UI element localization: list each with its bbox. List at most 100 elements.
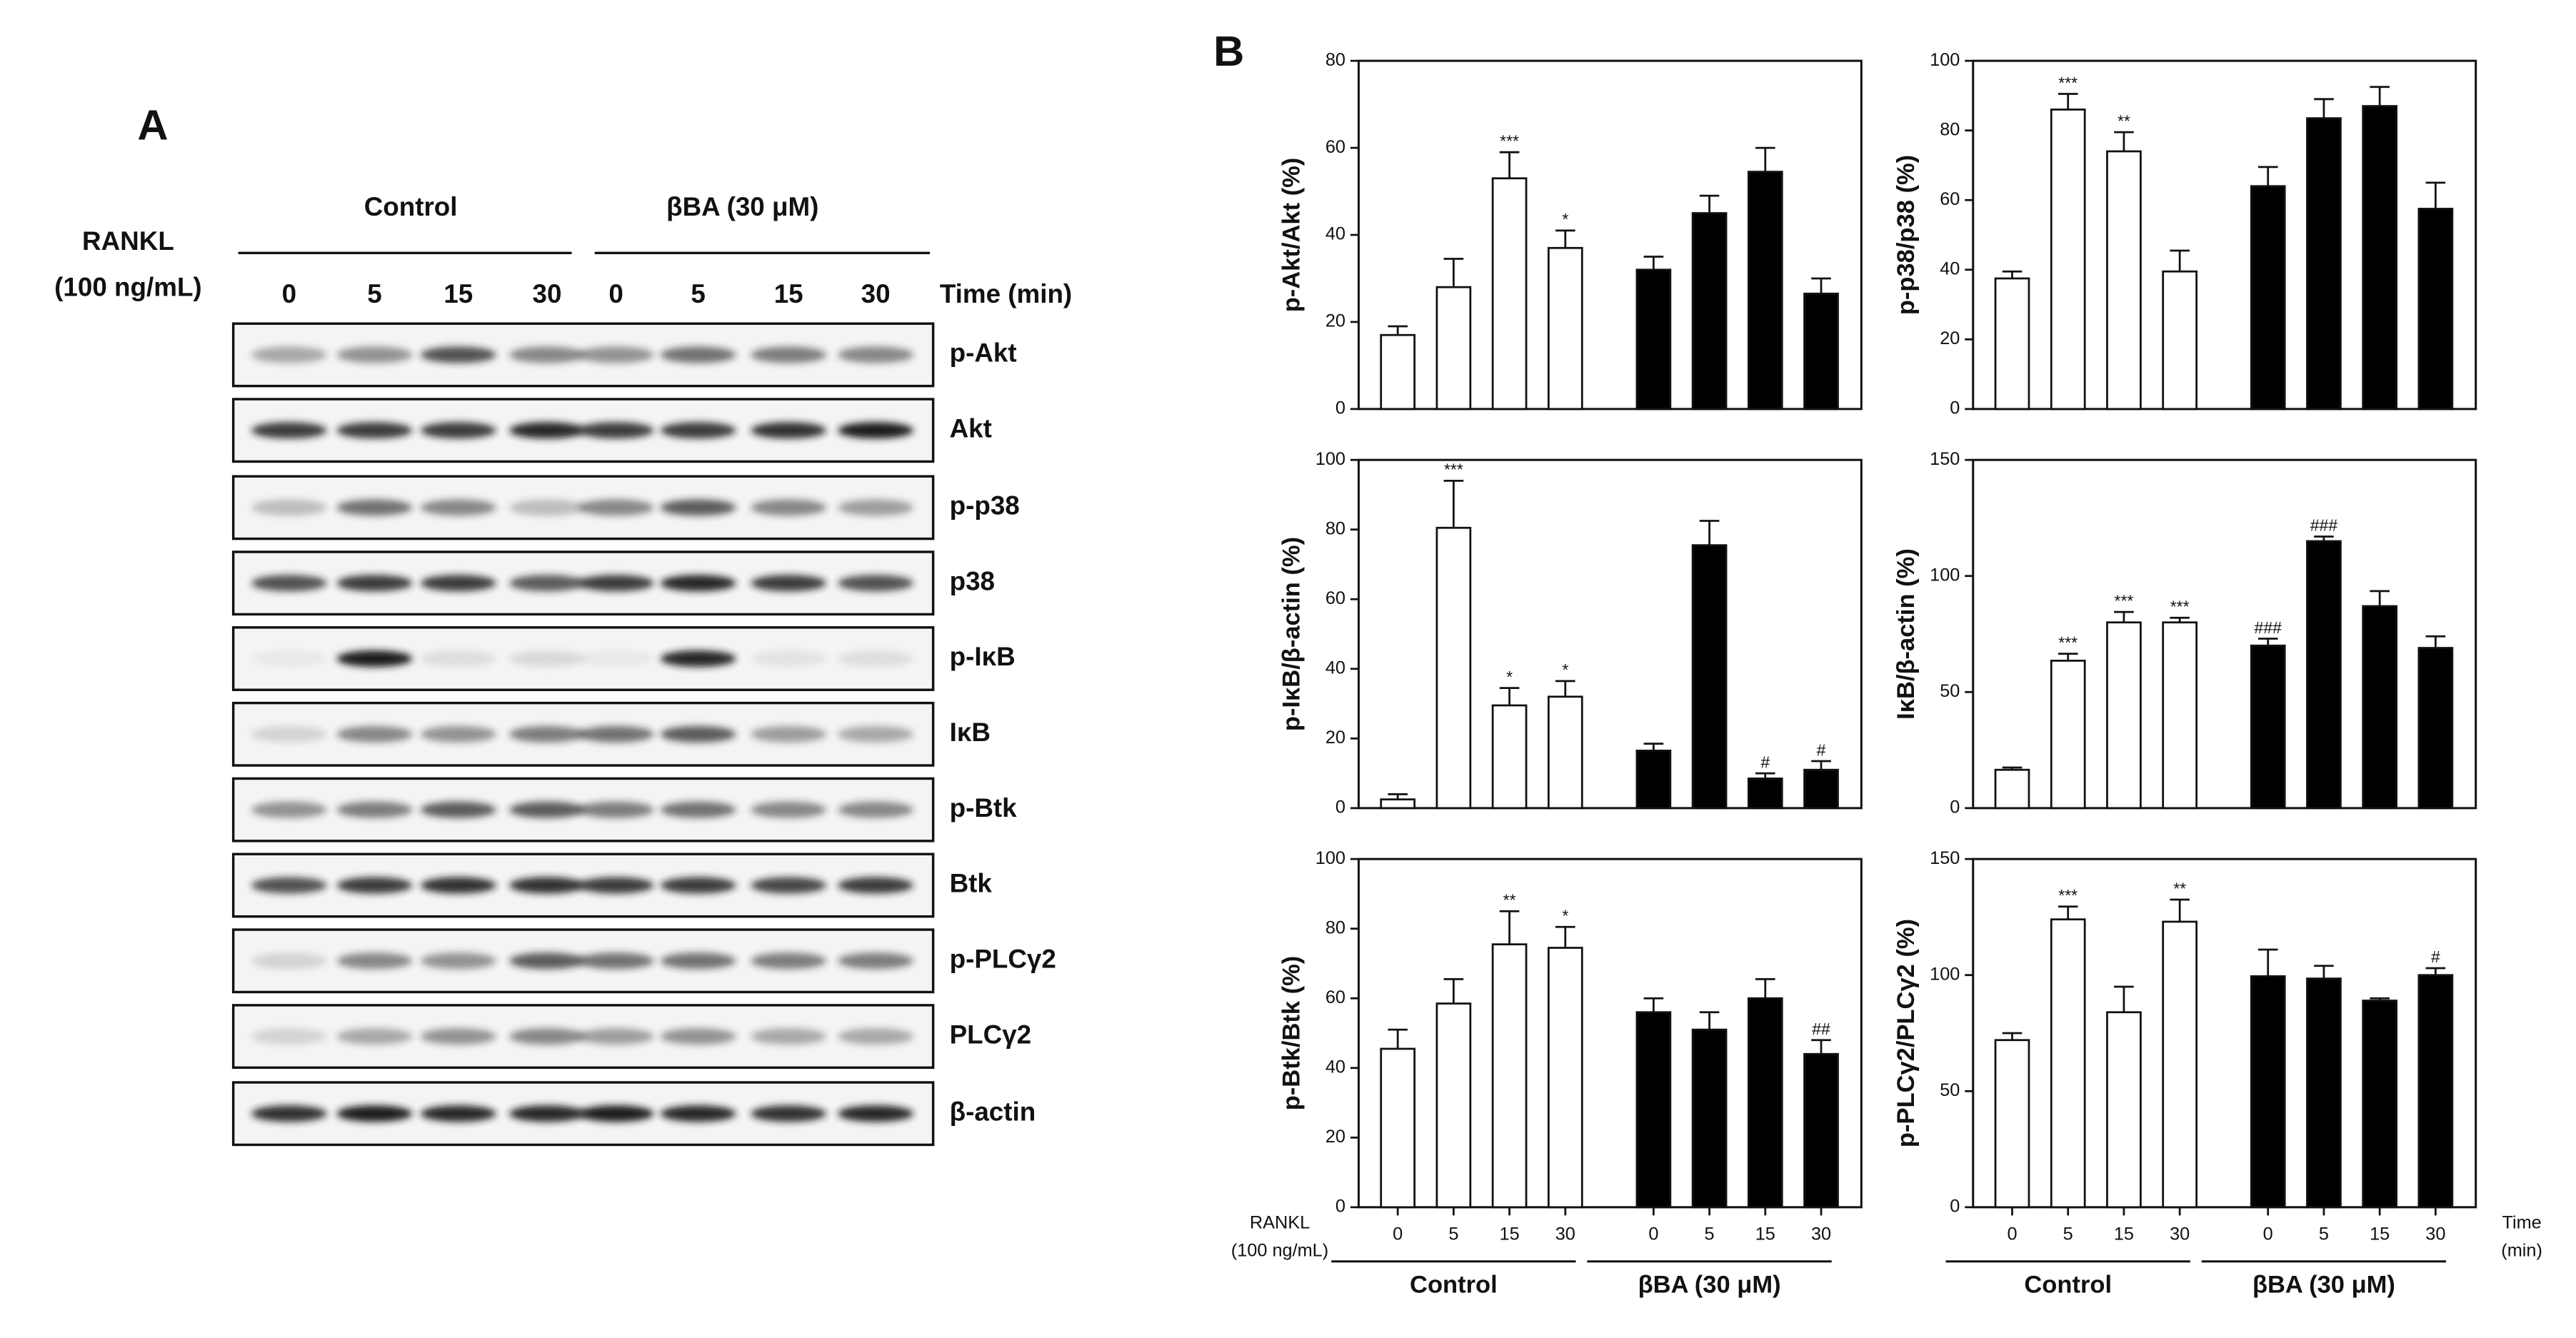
band xyxy=(751,1028,827,1045)
band xyxy=(420,575,496,592)
significance: * xyxy=(1506,668,1513,686)
band xyxy=(336,499,413,516)
significance: * xyxy=(1562,210,1568,228)
group-label: βBA (30 μM) xyxy=(2252,1271,2395,1298)
band xyxy=(578,422,654,439)
band xyxy=(838,575,914,592)
bar xyxy=(2050,918,2086,1209)
blot-label: PLCγ2 xyxy=(950,1020,1032,1049)
plot-frame xyxy=(1972,458,2477,810)
significance: # xyxy=(1760,753,1770,771)
band xyxy=(251,725,327,743)
y-tick-label: 100 xyxy=(1930,565,1960,585)
band xyxy=(660,575,736,592)
bar xyxy=(1994,277,2030,411)
bar xyxy=(1380,798,1416,810)
blot-label: p-Akt xyxy=(950,338,1017,368)
band xyxy=(420,952,496,970)
y-tick-label: 40 xyxy=(1325,224,1345,244)
significance: *** xyxy=(2058,886,2078,905)
y-tick-label: 0 xyxy=(1335,398,1345,418)
y-axis-label: p-IκB/β-actin (%) xyxy=(1278,537,1305,731)
y-axis-label: p-Btk/Btk (%) xyxy=(1278,956,1305,1111)
panel-label: B xyxy=(1213,27,1244,75)
band xyxy=(838,952,914,970)
bar xyxy=(2362,1000,2397,1209)
time-tick: 5 xyxy=(691,279,705,308)
group-label: Control xyxy=(1410,1271,1498,1298)
band xyxy=(336,877,413,894)
bar xyxy=(1691,1028,1728,1209)
band xyxy=(751,650,827,668)
y-tick-label: 0 xyxy=(1335,1197,1345,1217)
band xyxy=(751,1105,827,1122)
panel-label: A xyxy=(137,101,168,149)
treatment-label: RANKL xyxy=(82,226,174,256)
significance: *** xyxy=(1500,131,1519,150)
time-tick: 30 xyxy=(533,279,562,308)
x-tick-label: 30 xyxy=(2425,1224,2445,1244)
plot-frame xyxy=(1357,857,1863,1209)
band xyxy=(838,346,914,363)
significance: # xyxy=(1817,740,1826,759)
bar xyxy=(2162,920,2197,1209)
x-tick-label: 5 xyxy=(2319,1224,2329,1244)
bar xyxy=(2162,270,2197,411)
bar xyxy=(1380,1047,1416,1209)
group-label: βBA (30 μM) xyxy=(666,192,818,221)
y-tick-label: 100 xyxy=(1315,848,1345,868)
band xyxy=(838,499,914,516)
bar xyxy=(1491,704,1528,810)
band xyxy=(838,877,914,894)
bar xyxy=(1380,333,1416,411)
y-tick-label: 80 xyxy=(1325,917,1345,937)
bar xyxy=(1547,947,1583,1209)
y-tick-label: 60 xyxy=(1325,137,1345,157)
band xyxy=(751,725,827,743)
group-label: Control xyxy=(364,192,458,221)
band xyxy=(336,1105,413,1122)
band xyxy=(336,725,413,743)
bar xyxy=(1491,943,1528,1209)
bar xyxy=(1803,292,1839,411)
y-axis-label: p-p38/p38 (%) xyxy=(1893,155,1920,315)
x-axis-label: (100 ng/mL) xyxy=(1231,1241,1328,1261)
x-tick-label: 15 xyxy=(2114,1224,2134,1244)
band xyxy=(251,1105,327,1122)
y-tick-label: 60 xyxy=(1325,987,1345,1007)
plot-frame xyxy=(1972,59,2477,411)
group-label: Control xyxy=(2024,1271,2112,1298)
significance: *** xyxy=(2115,591,2134,610)
band xyxy=(751,952,827,970)
bar xyxy=(2050,660,2086,810)
bar xyxy=(1994,1039,2030,1209)
blot-label: IκB xyxy=(950,718,991,747)
significance: * xyxy=(1562,907,1568,925)
bar xyxy=(1635,268,1672,411)
band xyxy=(751,499,827,516)
bar xyxy=(1635,1011,1672,1209)
band xyxy=(751,801,827,818)
band xyxy=(336,952,413,970)
bar xyxy=(2162,621,2197,810)
y-tick-label: 80 xyxy=(1325,518,1345,538)
band xyxy=(251,650,327,668)
y-tick-label: 150 xyxy=(1930,449,1960,469)
band xyxy=(578,952,654,970)
band xyxy=(509,346,585,363)
bar xyxy=(2106,150,2142,411)
significance: # xyxy=(2431,947,2440,966)
x-tick-label: 5 xyxy=(2063,1224,2073,1244)
significance: *** xyxy=(2058,74,2078,92)
band xyxy=(509,1105,585,1122)
bar xyxy=(1547,695,1583,810)
y-tick-label: 0 xyxy=(1950,798,1960,818)
band xyxy=(336,801,413,818)
band xyxy=(509,650,585,668)
bar xyxy=(2417,974,2454,1209)
band xyxy=(838,422,914,439)
band xyxy=(509,801,585,818)
band xyxy=(509,725,585,743)
band xyxy=(660,952,736,970)
significance: ** xyxy=(2118,111,2130,130)
